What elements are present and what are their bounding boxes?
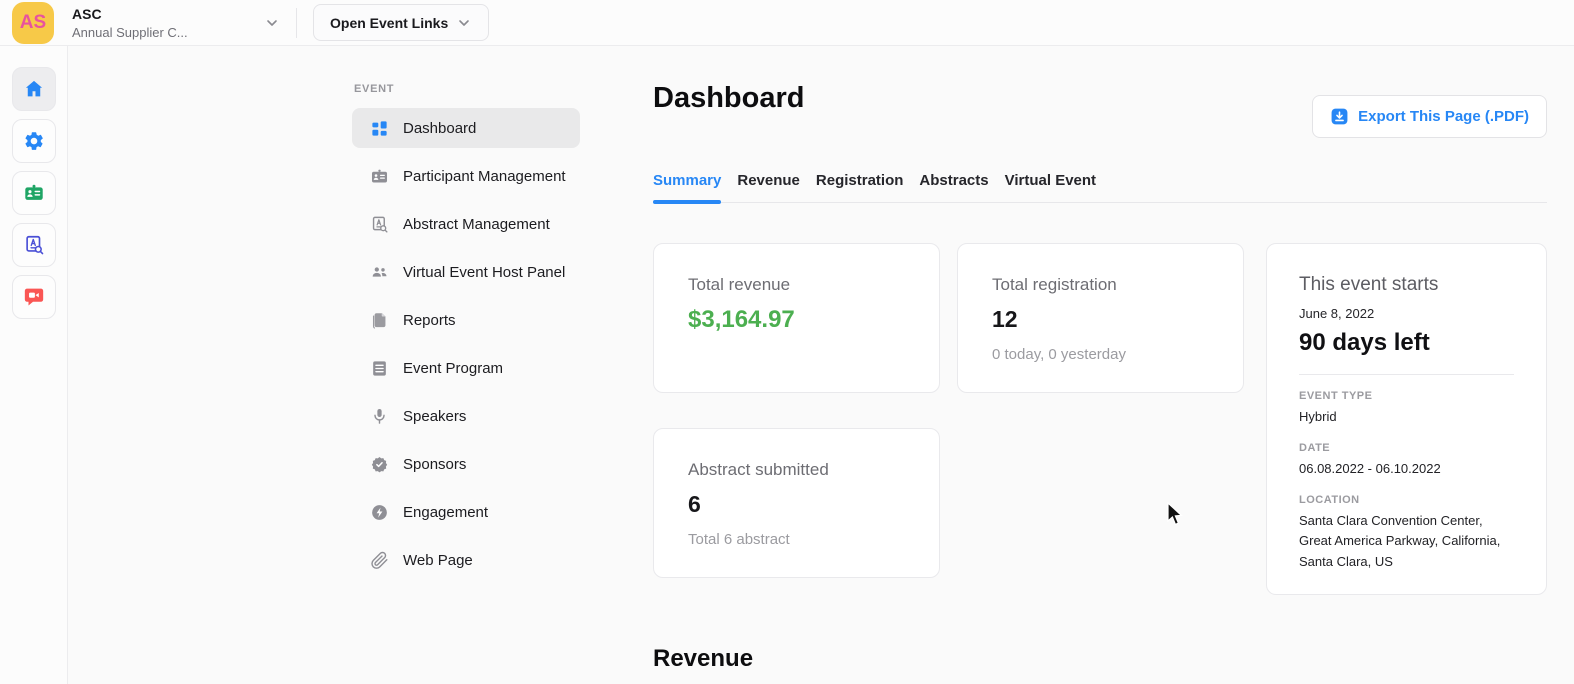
event-starts-card: This event starts June 8, 2022 90 days l… (1266, 243, 1547, 595)
nav-item-sponsors[interactable]: Sponsors (352, 444, 580, 484)
chevron-down-icon[interactable] (264, 15, 280, 31)
event-type-label: EVENT TYPE (1299, 390, 1373, 402)
video-chat-icon (24, 288, 43, 306)
participant-card-icon (24, 184, 43, 200)
event-date-label: DATE (1299, 442, 1331, 455)
nav-item-participant-management[interactable]: Participant Management (352, 156, 580, 196)
home-icon (25, 80, 42, 97)
tab-registration[interactable]: Registration (815, 172, 904, 189)
nav-item-label: Abstract Management (403, 215, 550, 233)
dashboard-grid-icon (372, 120, 387, 136)
event-switcher[interactable]: AS ASC Annual Supplier C... (12, 1, 280, 44)
tab-summary[interactable]: Summary (653, 172, 722, 204)
report-note-icon (372, 312, 386, 329)
event-countdown: 90 days left (1299, 329, 1430, 356)
stat-label: Total revenue (688, 275, 791, 294)
event-date-value: 06.08.2022 - 06.10.2022 (1299, 461, 1441, 477)
stat-subtext: Total 6 abstract (688, 531, 790, 548)
event-start-date: June 8, 2022 (1299, 306, 1375, 321)
icon-rail (0, 46, 68, 684)
nav-item-event-program[interactable]: Event Program (352, 348, 580, 388)
nav-item-engagement[interactable]: Engagement (352, 492, 580, 532)
event-type-value: Hybrid (1299, 409, 1337, 424)
event-abbr: ASC (72, 5, 102, 22)
seal-check-icon (371, 456, 388, 472)
nav-item-label: Reports (403, 311, 456, 329)
id-card-icon (371, 169, 388, 182)
event-starts-title: This event starts (1299, 274, 1439, 295)
total-revenue-card: Total revenue $3,164.97 (653, 243, 940, 393)
nav-section-label: EVENT (354, 83, 395, 95)
rail-participants-button[interactable] (11, 171, 56, 215)
revenue-section-title: Revenue (653, 645, 754, 672)
nav-item-label: Engagement (403, 503, 489, 521)
divider (1299, 374, 1514, 375)
people-icon (372, 266, 387, 277)
event-location-value: Santa Clara Convention Center, Great Ame… (1299, 513, 1501, 569)
nav-item-label: Participant Management (403, 167, 566, 185)
stat-value: $3,164.97 (688, 306, 795, 333)
nav-item-virtual-event-host-panel[interactable]: Virtual Event Host Panel (352, 252, 580, 292)
dashboard-tabs: Summary Revenue Registration Abstracts V… (653, 172, 1547, 204)
abstract-search-icon (25, 235, 43, 255)
paperclip-icon (371, 551, 388, 569)
event-meta: ASC Annual Supplier C... (72, 6, 242, 40)
stat-subtext: 0 today, 0 yesterday (992, 346, 1126, 363)
nav-item-speakers[interactable]: Speakers (352, 396, 580, 436)
stat-value: 12 (992, 306, 1018, 332)
tab-virtual-event[interactable]: Virtual Event (1004, 172, 1097, 189)
abstract-search-icon (372, 216, 388, 233)
stat-label: Abstract submitted (688, 460, 829, 479)
event-nav: EVENT Dashboard Participant Management (352, 46, 580, 684)
rail-home-button[interactable] (11, 67, 56, 111)
abstract-submitted-card: Abstract submitted 6 Total 6 abstract (653, 428, 940, 578)
nav-item-label: Web Page (403, 551, 473, 569)
nav-item-web-page[interactable]: Web Page (352, 540, 580, 580)
export-pdf-label: Export This Page (.PDF) (1358, 108, 1529, 125)
nav-item-label: Event Program (403, 359, 504, 377)
event-location-label: LOCATION (1299, 494, 1360, 507)
download-icon (1331, 108, 1348, 125)
stat-label: Total registration (992, 275, 1117, 294)
open-event-links-label: Open Event Links (330, 14, 449, 31)
chevron-down-icon (459, 19, 470, 26)
rail-settings-button[interactable] (11, 119, 56, 163)
export-pdf-button[interactable]: Export This Page (.PDF) (1312, 95, 1547, 138)
tab-revenue[interactable]: Revenue (737, 172, 800, 189)
nav-item-label: Speakers (403, 407, 467, 425)
nav-item-dashboard[interactable]: Dashboard (352, 108, 580, 148)
main-content: Dashboard Export This Page (.PDF) Summar… (580, 46, 1574, 684)
rail-video-chat-button[interactable] (11, 275, 56, 319)
gear-icon (24, 132, 43, 150)
open-event-links-button[interactable]: Open Event Links (313, 4, 490, 41)
nav-item-abstract-management[interactable]: Abstract Management (352, 204, 580, 244)
nav-item-label: Sponsors (403, 455, 467, 473)
document-lines-icon (373, 360, 386, 376)
microphone-icon (374, 408, 385, 424)
rail-abstracts-button[interactable] (11, 223, 56, 267)
stat-value: 6 (688, 491, 701, 517)
tab-abstracts[interactable]: Abstracts (919, 172, 989, 189)
nav-item-reports[interactable]: Reports (352, 300, 580, 340)
page-title: Dashboard (653, 82, 805, 114)
lightning-circle-icon (372, 504, 387, 520)
event-name: Annual Supplier C... (72, 24, 188, 40)
nav-item-label: Dashboard (403, 119, 477, 137)
event-avatar: AS (12, 1, 54, 44)
topbar-divider (296, 7, 297, 38)
nav-item-label: Virtual Event Host Panel (403, 263, 566, 281)
topbar: AS ASC Annual Supplier C... Open Event L… (0, 0, 1574, 46)
total-registration-card: Total registration 12 0 today, 0 yesterd… (957, 243, 1244, 393)
